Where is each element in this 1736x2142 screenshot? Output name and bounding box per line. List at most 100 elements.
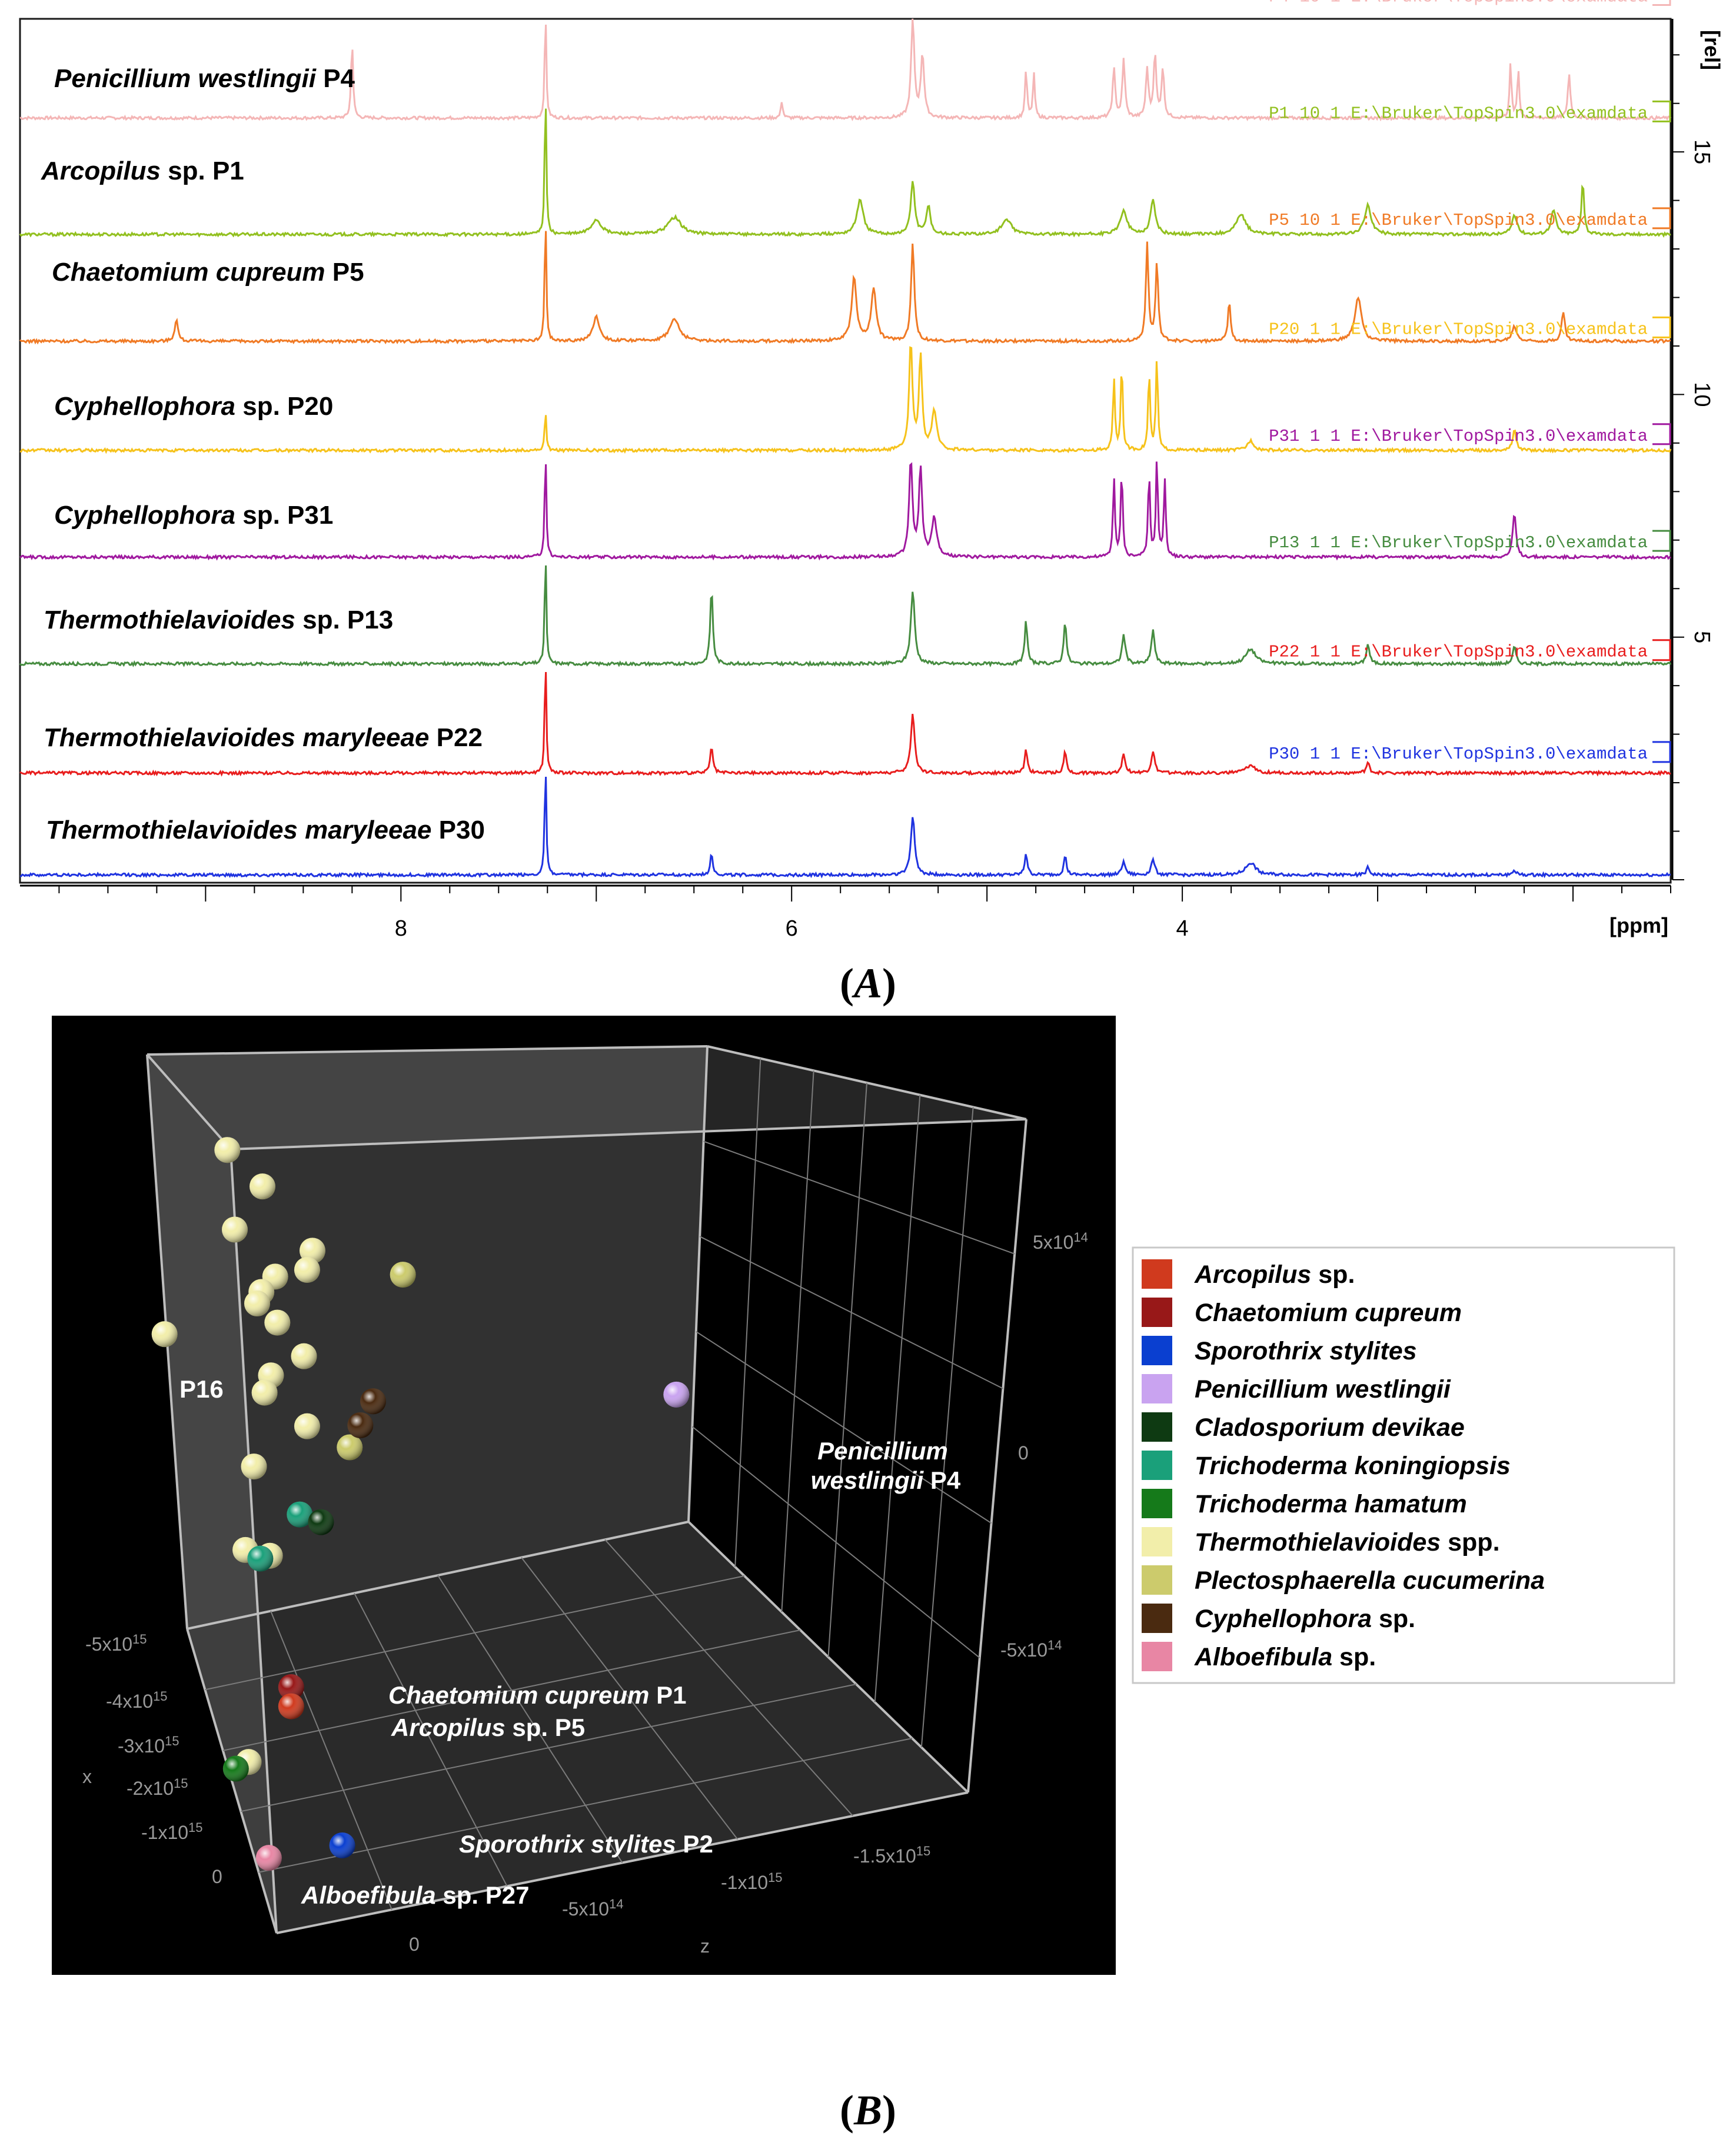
pca-point-label: Chaetomium cupreum P1 [388, 1681, 686, 1709]
pca-point [347, 1412, 374, 1439]
pca-point-label: Penicillium [817, 1437, 948, 1465]
legend-label: Chaetomium cupreum [1195, 1299, 1462, 1327]
pca-point-label: Alboefibula sp. P27 [301, 1881, 529, 1909]
pca-point [287, 1501, 313, 1528]
x-axis-tick: -1x1015 [141, 1820, 203, 1843]
pca-back-wall [147, 1046, 707, 1629]
species-name: Chaetomium cupreum [388, 1681, 649, 1709]
species-name: Chaetomium cupreum [52, 258, 325, 287]
spectrum-bracket-P22 [1652, 639, 1671, 661]
tick-exponent: 15 [165, 1734, 179, 1748]
suffix: spp. [1441, 1528, 1499, 1556]
pca-point [337, 1434, 363, 1461]
spectra-tags: P4 10 1 E:\Bruker\TopSpin3.0\examdata P1 … [1269, 0, 1671, 764]
pca-point-shade [244, 1290, 270, 1316]
pca-wall-grid [696, 1331, 992, 1524]
y-tick-label: 15 [1690, 139, 1714, 164]
pca-tick-labels: -5x1015-4x1015-3x1015-2x1015-1x10150x0-5… [82, 1230, 1088, 1957]
sample-id: sp. P27 [436, 1881, 530, 1909]
tick-mantissa: 0 [1018, 1442, 1029, 1464]
panel-a-axes: 8 6 4 5 10 15 [20, 19, 1714, 941]
pca-point [294, 1256, 320, 1283]
spectrum-bracket-P31 [1652, 423, 1671, 445]
spectrum-P30 [19, 776, 1671, 879]
pca-top-face [147, 1046, 1026, 1149]
tick-mantissa: -5x10 [562, 1898, 609, 1920]
pca-point [244, 1290, 270, 1316]
spectrum-tag-P13: P13 1 1 E:\Bruker\TopSpin3.0\examdata [1269, 533, 1648, 553]
pca-point [360, 1388, 387, 1415]
spectrum-label-P1: Arcopilus sp. P1 [41, 157, 244, 185]
legend-label: Plectosphaerella cucumerina [1195, 1566, 1545, 1595]
pca-point [264, 1309, 291, 1336]
legend-swatch [1142, 1604, 1172, 1633]
species-name: Penicillium westlingii [1195, 1375, 1451, 1403]
sample-id: sp. P13 [295, 606, 393, 634]
x-tick-label: 6 [786, 916, 798, 941]
species-name: Cyphellophora [1195, 1605, 1372, 1633]
spectrum-tag-P5: P5 10 1 E:\Bruker\TopSpin3.0\examdata [1269, 211, 1648, 230]
panel-a-caption: (A) [840, 960, 896, 1007]
species-name: Thermothielavioides maryleeae [46, 816, 431, 844]
pca-point [291, 1343, 317, 1369]
pca-point [278, 1674, 304, 1700]
sample-id: P4 [923, 1466, 961, 1494]
pca-point [663, 1381, 690, 1408]
legend-label: Cladosporium devikae [1195, 1413, 1465, 1442]
z-axis-tick: -1x1015 [721, 1870, 783, 1893]
pca-point-label: Arcopilus sp. P5 [391, 1714, 585, 1741]
pca-point-shade [347, 1412, 374, 1439]
pca-point [294, 1413, 320, 1439]
spectrum-tag-P20: P20 1 1 E:\Bruker\TopSpin3.0\examdata [1269, 320, 1648, 339]
tick-exponent: 15 [132, 1632, 147, 1647]
legend-swatch [1142, 1374, 1172, 1403]
tick-mantissa: -1.5x10 [853, 1845, 916, 1867]
pca-floor [187, 1522, 968, 1933]
pca-wall-grid [699, 1236, 1003, 1389]
x-axis-label: [ppm] [1609, 913, 1668, 937]
species-name: Plectosphaerella cucumerina [1195, 1566, 1545, 1595]
pca-wall-grid [827, 1082, 867, 1658]
spectrum-tag-P22: P22 1 1 E:\Bruker\TopSpin3.0\examdata [1269, 643, 1648, 662]
x-axis-tick: -2x1015 [127, 1776, 188, 1799]
pca-point [241, 1454, 267, 1480]
legend-label: Trichoderma koningiopsis [1195, 1452, 1511, 1480]
pca-wall-grid [920, 1107, 974, 1748]
legend-swatch [1142, 1451, 1172, 1480]
species-name: Sporothrix stylites [1195, 1337, 1417, 1365]
z-axis-tick: -5x1014 [562, 1897, 624, 1920]
sample-id: sp. P31 [235, 501, 333, 530]
suffix: sp. [1372, 1605, 1415, 1633]
tick-mantissa: 5x10 [1033, 1232, 1073, 1253]
legend-swatch [1142, 1259, 1172, 1289]
pca-wall-grid [734, 1058, 761, 1567]
z-axis-title: z [700, 1935, 710, 1957]
pca-point [329, 1832, 355, 1858]
pca-point [251, 1379, 278, 1406]
tick-mantissa: -5x10 [1000, 1639, 1047, 1661]
suffix: sp. [1332, 1643, 1376, 1671]
tick-exponent: 14 [1073, 1230, 1088, 1245]
sample-id: P1 [649, 1681, 686, 1709]
spectrum-label-P20: Cyphellophora sp. P20 [54, 392, 333, 421]
sample-id: P2 [676, 1830, 713, 1858]
sample-id: P4 [316, 64, 355, 93]
species-name: Thermothielavioides [44, 606, 295, 634]
spectrum-P13 [19, 565, 1672, 668]
pca-floor-grid [437, 1575, 623, 1864]
legend-swatch [1142, 1527, 1172, 1556]
legend-swatch [1142, 1336, 1172, 1365]
legend: Arcopilus sp. Chaetomium cupreum Sporothri… [1132, 1246, 1675, 1684]
pca-point [249, 1173, 275, 1200]
species-name: Arcopilus [41, 157, 161, 185]
tick-mantissa: -1x10 [721, 1872, 768, 1893]
pca-floor-grid [604, 1539, 853, 1817]
tick-mantissa: 0 [212, 1866, 222, 1887]
spectrum-bracket-P5 [1652, 207, 1671, 230]
tick-mantissa: -1x10 [141, 1822, 188, 1843]
spectrum-tag-P4: P4 10 1 E:\Bruker\TopSpin3.0\examdata [1269, 0, 1648, 7]
spectrum-label-P31: Cyphellophora sp. P31 [54, 501, 333, 530]
species-name: Cladosporium devikae [1195, 1413, 1465, 1442]
